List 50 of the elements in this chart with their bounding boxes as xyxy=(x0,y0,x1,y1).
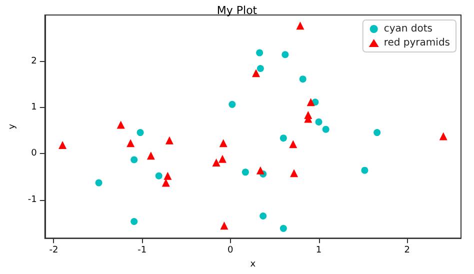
x-tick-label: 2 xyxy=(404,246,410,256)
point xyxy=(299,76,306,83)
point xyxy=(136,129,144,136)
y-tick-label: 1 xyxy=(31,102,37,113)
y-tick-label: 0 xyxy=(31,148,38,159)
x-tick-label: -2 xyxy=(49,246,58,256)
x-tick-label: 1 xyxy=(316,246,322,256)
point xyxy=(439,132,448,140)
point xyxy=(290,169,298,178)
point xyxy=(228,100,236,108)
point xyxy=(155,172,162,180)
point xyxy=(130,218,138,226)
point xyxy=(289,140,298,148)
point xyxy=(374,129,381,136)
point xyxy=(256,166,264,174)
point xyxy=(361,166,368,174)
x-tick-label: -1 xyxy=(138,246,147,256)
point xyxy=(126,139,135,148)
point xyxy=(282,51,289,58)
point xyxy=(95,179,102,186)
point xyxy=(242,168,249,176)
point xyxy=(164,172,172,180)
y-tick-label: -1 xyxy=(28,194,37,205)
chart-title: My Plot xyxy=(216,4,258,17)
y-tick-label: 2 xyxy=(31,56,37,67)
legend-label: cyan dots xyxy=(384,24,433,34)
legend-label: red pyramids xyxy=(384,38,450,48)
point xyxy=(218,154,226,163)
point xyxy=(306,98,315,106)
point xyxy=(116,120,125,129)
point xyxy=(58,140,67,149)
point xyxy=(296,22,304,30)
point xyxy=(256,64,264,72)
point xyxy=(256,49,264,56)
point xyxy=(165,136,174,144)
point xyxy=(280,134,287,142)
point xyxy=(322,126,330,133)
point xyxy=(130,156,138,164)
point xyxy=(219,139,228,148)
x-tick-label: 0 xyxy=(228,246,234,256)
x-axis-title: x xyxy=(250,260,256,270)
y-axis-title: y xyxy=(8,123,18,130)
point xyxy=(315,118,322,126)
point xyxy=(220,222,228,230)
point xyxy=(212,158,220,167)
point xyxy=(146,152,155,160)
point xyxy=(280,224,287,232)
point xyxy=(252,69,260,78)
point xyxy=(260,212,267,220)
point xyxy=(162,178,170,187)
